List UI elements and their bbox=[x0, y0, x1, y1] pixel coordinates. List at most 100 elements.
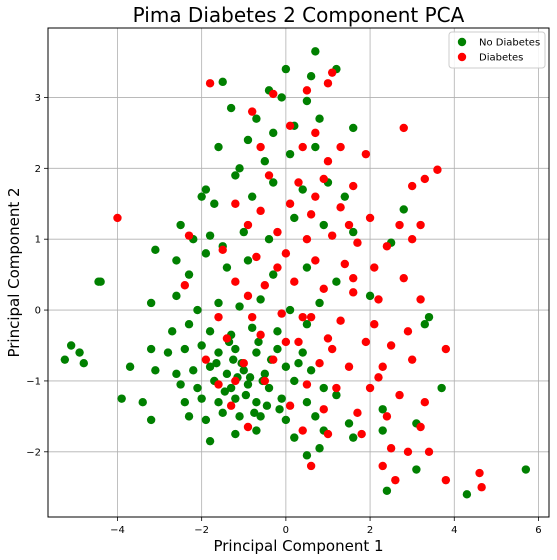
no-diabetes-point bbox=[176, 220, 185, 230]
diabetes-point bbox=[294, 178, 303, 187]
diabetes-point bbox=[285, 401, 295, 410]
diabetes-point bbox=[441, 475, 451, 485]
no-diabetes-point bbox=[214, 397, 223, 407]
y-axis-label: Principal Component 2 bbox=[5, 187, 23, 357]
x-tick-label: −2 bbox=[194, 525, 209, 536]
diabetes-point bbox=[344, 220, 354, 230]
diabetes-point bbox=[399, 273, 408, 283]
no-diabetes-point bbox=[243, 380, 253, 389]
no-diabetes-point bbox=[180, 397, 190, 407]
diabetes-point bbox=[327, 68, 337, 77]
no-diabetes-point bbox=[264, 383, 274, 393]
diabetes-point bbox=[336, 316, 345, 325]
diabetes-point bbox=[260, 281, 270, 290]
diabetes-point bbox=[285, 199, 295, 208]
no-diabetes-point bbox=[214, 298, 223, 308]
chart-title: Pima Diabetes 2 Component PCA bbox=[133, 3, 465, 27]
no-diabetes-point bbox=[176, 380, 185, 389]
no-diabetes-point bbox=[197, 192, 206, 201]
x-axis-label: Principal Component 1 bbox=[213, 537, 383, 555]
no-diabetes-point bbox=[214, 142, 223, 152]
no-diabetes-point bbox=[75, 348, 84, 357]
grid-lines bbox=[48, 28, 549, 517]
diabetes-point bbox=[353, 238, 362, 247]
no-diabetes-point bbox=[231, 429, 240, 439]
no-diabetes-point bbox=[94, 277, 103, 286]
diabetes-point bbox=[323, 334, 333, 343]
no-diabetes-point bbox=[205, 362, 215, 371]
diabetes-point bbox=[365, 383, 375, 393]
no-diabetes-point bbox=[262, 401, 272, 410]
no-diabetes-point bbox=[332, 277, 341, 286]
no-diabetes-point bbox=[382, 486, 392, 495]
diabetes-point bbox=[256, 330, 265, 340]
no-diabetes-point bbox=[226, 383, 236, 393]
no-diabetes-point bbox=[264, 234, 274, 244]
no-diabetes-point bbox=[250, 408, 259, 418]
diabetes-point bbox=[298, 312, 307, 322]
y-tick-label: 3 bbox=[35, 93, 41, 104]
diabetes-point bbox=[243, 422, 253, 432]
no-diabetes-point bbox=[290, 213, 299, 223]
diabetes-point bbox=[433, 165, 442, 174]
diabetes-point bbox=[302, 234, 312, 244]
diabetes-point bbox=[247, 312, 257, 322]
no-diabetes-point bbox=[235, 302, 244, 311]
diabetes-point bbox=[361, 149, 371, 159]
no-diabetes-point bbox=[252, 114, 261, 123]
no-diabetes-point bbox=[319, 220, 328, 230]
diabetes-point bbox=[361, 337, 371, 347]
no-diabetes-point bbox=[231, 344, 240, 354]
diabetes-point bbox=[252, 252, 261, 262]
no-diabetes-point bbox=[281, 64, 291, 74]
diabetes-point bbox=[302, 380, 312, 389]
diabetes-point bbox=[218, 245, 227, 255]
no-diabetes-point bbox=[138, 397, 147, 407]
diabetes-point bbox=[349, 273, 358, 283]
diabetes-point bbox=[264, 171, 274, 180]
diabetes-point bbox=[391, 475, 400, 485]
no-diabetes-point bbox=[79, 359, 88, 368]
no-diabetes-point bbox=[298, 348, 307, 357]
no-diabetes-point bbox=[146, 415, 156, 425]
no-diabetes-point bbox=[241, 390, 251, 400]
diabetes-point bbox=[222, 334, 232, 343]
no-diabetes-point bbox=[378, 426, 387, 435]
diabetes-point bbox=[319, 174, 328, 184]
no-diabetes-point bbox=[205, 436, 215, 446]
no-diabetes-point bbox=[285, 149, 295, 159]
diabetes-point bbox=[323, 429, 333, 439]
diabetes-point bbox=[311, 192, 320, 201]
legend-label: Diabetes bbox=[479, 53, 523, 64]
no-diabetes-point bbox=[184, 270, 194, 279]
no-diabetes-point bbox=[315, 114, 324, 123]
diabetes-point bbox=[306, 210, 316, 219]
no-diabetes-point bbox=[275, 405, 284, 414]
no-diabetes-point bbox=[66, 341, 76, 350]
plot-frame bbox=[47, 27, 550, 518]
diabetes-point bbox=[378, 461, 387, 471]
diabetes-point bbox=[399, 123, 408, 133]
no-diabetes-point bbox=[277, 394, 286, 403]
no-diabetes-point bbox=[231, 394, 240, 403]
diabetes-point bbox=[273, 263, 282, 272]
no-diabetes-point bbox=[125, 362, 135, 371]
legend-label: No Diabetes bbox=[479, 38, 540, 49]
no-diabetes-point bbox=[311, 47, 320, 56]
diabetes-point bbox=[395, 220, 404, 230]
diabetes-point bbox=[294, 337, 303, 347]
no-diabetes-point bbox=[243, 135, 253, 145]
no-diabetes-point bbox=[315, 444, 324, 453]
no-diabetes-point bbox=[193, 305, 202, 315]
no-diabetes-point bbox=[226, 103, 236, 113]
no-diabetes-point bbox=[218, 77, 227, 87]
no-diabetes-point bbox=[117, 394, 126, 403]
diabetes-point bbox=[370, 263, 379, 272]
no-diabetes-point bbox=[210, 199, 219, 208]
diabetes-point bbox=[269, 89, 278, 99]
diabetes-point bbox=[226, 401, 236, 410]
diabetes-point bbox=[239, 359, 248, 368]
diabetes-point bbox=[475, 468, 484, 478]
diabetes-point bbox=[298, 142, 307, 152]
diabetes-point bbox=[281, 249, 291, 258]
